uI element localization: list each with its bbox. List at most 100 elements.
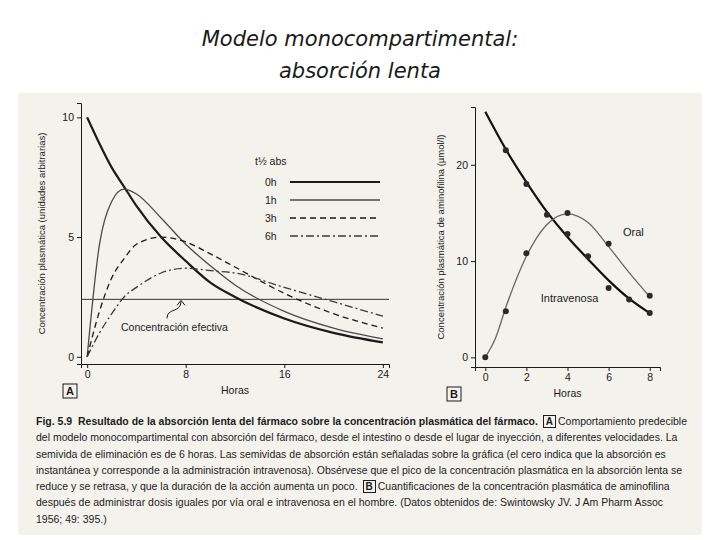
caption: Fig. 5.9 Resultado de la absorción lenta… — [36, 413, 688, 527]
y-axis: 0 10 20 — [456, 108, 475, 368]
series-line — [87, 189, 383, 357]
y-axis-tick-mark — [77, 117, 81, 118]
x-axis-tick-mark — [526, 367, 527, 371]
x-axis-title: Horas — [221, 384, 249, 396]
x-axis-tick-mark — [87, 364, 88, 368]
series-line — [87, 237, 383, 357]
legend-swatch — [290, 181, 380, 183]
chart-A: 0 8 16 24 0 5 10 Horas Concentración plasmática … — [36, 104, 390, 399]
x-axis-tick: 0 — [85, 364, 91, 380]
legend-title: t½ abs — [255, 155, 287, 167]
y-axis-title: Concentración plasmática (unidades arbit… — [36, 133, 47, 335]
x-axis: 0 2 4 6 8 — [476, 367, 661, 383]
y-axis-tick-label: 20 — [456, 159, 468, 171]
slide-title: absorción lenta — [279, 59, 441, 83]
x-axis-line — [82, 365, 390, 369]
x-axis-tick-label: 0 — [85, 368, 91, 380]
y-axis-tick-label: 0 — [68, 351, 74, 363]
reference-label: Concentración efectiva — [121, 321, 228, 333]
reference-arrow — [167, 301, 181, 318]
series-line — [87, 117, 383, 342]
x-axis-tick: 6 — [606, 367, 612, 383]
data-point — [647, 310, 653, 316]
x-axis-tick: 8 — [647, 367, 653, 383]
caption-title: Resultado de la absorción lenta del fárm… — [78, 415, 538, 427]
data-point — [523, 181, 529, 187]
series-line — [87, 268, 383, 357]
y-axis-tick-label: 10 — [456, 255, 468, 267]
x-axis-tick-mark — [186, 364, 187, 368]
legend-label: 6h — [265, 230, 277, 242]
data-point — [544, 212, 550, 218]
y-axis-tick-label: 10 — [62, 111, 74, 123]
caption-panel: B — [363, 480, 376, 493]
x-axis-tick-label: 8 — [183, 368, 189, 380]
x-axis-tick-mark — [383, 364, 384, 368]
x-axis-tick-mark — [485, 367, 486, 371]
y-axis-line — [77, 104, 82, 365]
plot-area — [81, 117, 389, 356]
data-point — [647, 293, 653, 299]
x-axis-tick-mark — [609, 367, 610, 371]
x-axis-tick: 16 — [279, 364, 291, 380]
y-axis-tick: 0 — [68, 351, 81, 363]
y-axis-tick-mark — [471, 261, 475, 262]
caption-panel: A — [543, 415, 556, 428]
chart-B: 0 2 4 6 8 0 10 20 Horas Concentración plasmática … — [435, 108, 661, 402]
y-axis-tick: 5 — [68, 231, 81, 243]
legend-swatch — [290, 199, 380, 200]
data-point — [565, 210, 571, 216]
y-axis-line — [471, 108, 476, 368]
legend-label: 1h — [265, 194, 277, 206]
x-axis-tick: 24 — [377, 364, 389, 380]
panel-label: A — [66, 385, 74, 397]
x-axis-tick-label: 0 — [483, 371, 489, 383]
y-axis-tick: 10 — [62, 111, 81, 123]
x-axis-tick: 2 — [524, 367, 530, 383]
data-point — [606, 285, 612, 291]
y-axis-tick: 10 — [456, 255, 475, 267]
x-axis-tick-label: 4 — [565, 371, 571, 383]
series-label: Oral — [623, 226, 644, 238]
x-axis-tick-label: 2 — [524, 371, 530, 383]
data-point — [482, 354, 488, 360]
series-label: Intravenosa — [541, 292, 599, 304]
x-axis-title: Horas — [553, 387, 581, 399]
data-point — [503, 147, 509, 153]
legend-label: 3h — [265, 212, 277, 224]
y-axis-title: Concentración plasmática de aminofilina … — [435, 134, 446, 339]
x-axis-tick-mark — [284, 364, 285, 368]
data-point — [585, 253, 591, 259]
legend-label: 0h — [265, 176, 277, 188]
fit-line — [485, 214, 649, 357]
spacer — [538, 415, 541, 427]
panel-letter: B — [447, 387, 461, 401]
panel-box — [63, 384, 77, 398]
x-axis-tick: 4 — [565, 367, 571, 383]
y-axis-tick-mark — [471, 357, 475, 358]
panel-box — [447, 387, 461, 401]
legend-swatch — [290, 235, 380, 236]
page-background — [18, 93, 702, 535]
reference-line — [81, 299, 389, 300]
y-axis-tick: 0 — [462, 351, 475, 363]
fit-line — [485, 112, 649, 313]
y-axis-tick-label: 0 — [462, 351, 468, 363]
data-point — [523, 250, 529, 256]
y-axis-tick-mark — [77, 237, 81, 238]
x-axis-tick-label: 6 — [606, 371, 612, 383]
reference-arrow-head — [177, 300, 185, 305]
x-axis-tick: 8 — [183, 364, 189, 380]
caption-figure: Fig. 5.9 — [36, 415, 72, 427]
y-axis-tick-mark — [77, 357, 81, 358]
y-axis-tick-mark — [471, 165, 475, 166]
spacer — [72, 415, 78, 427]
panel-label: B — [450, 388, 458, 400]
y-axis: 0 5 10 — [62, 104, 81, 365]
panel-letter: A — [63, 384, 77, 398]
slide-title: Modelo monocompartimental: — [202, 27, 519, 51]
x-axis-tick-label: 8 — [647, 371, 653, 383]
x-axis-tick-label: 24 — [377, 368, 389, 380]
plot-area — [482, 112, 652, 361]
x-axis: 0 8 16 24 — [82, 364, 390, 380]
